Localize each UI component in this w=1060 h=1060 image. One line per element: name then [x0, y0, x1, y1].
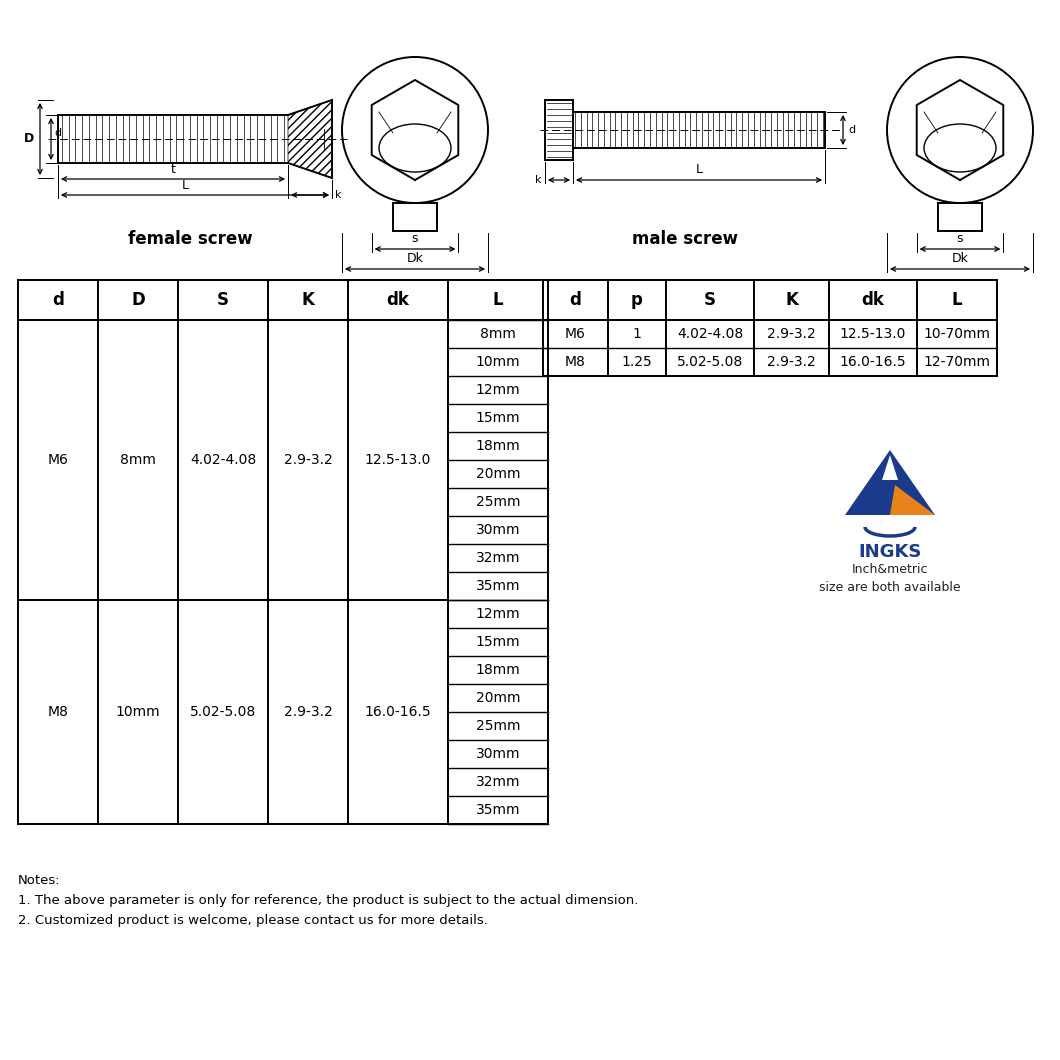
Text: 18mm: 18mm — [476, 662, 520, 677]
Text: 20mm: 20mm — [476, 691, 520, 705]
Text: 8mm: 8mm — [120, 453, 156, 467]
Text: D: D — [23, 132, 34, 145]
Text: d: d — [52, 292, 64, 310]
Text: 1. The above parameter is only for reference, the product is subject to the actu: 1. The above parameter is only for refer… — [18, 894, 638, 907]
Text: 4.02-4.08: 4.02-4.08 — [677, 326, 743, 341]
Text: 2.9-3.2: 2.9-3.2 — [767, 355, 816, 369]
Text: L: L — [952, 292, 962, 310]
Text: d: d — [569, 292, 582, 310]
Text: 5.02-5.08: 5.02-5.08 — [677, 355, 743, 369]
Text: L: L — [695, 163, 703, 176]
Text: INGKS: INGKS — [859, 543, 922, 561]
Text: 32mm: 32mm — [476, 775, 520, 789]
Text: 25mm: 25mm — [476, 719, 520, 734]
Text: dk: dk — [862, 292, 884, 310]
Text: 12mm: 12mm — [476, 383, 520, 398]
Text: s: s — [957, 232, 964, 245]
Text: dk: dk — [387, 292, 409, 310]
Text: d: d — [54, 128, 61, 138]
Polygon shape — [882, 455, 898, 480]
Text: 15mm: 15mm — [476, 635, 520, 649]
Text: d: d — [848, 125, 855, 135]
Text: female screw: female screw — [127, 230, 252, 248]
Text: 1.25: 1.25 — [621, 355, 652, 369]
Text: 10mm: 10mm — [476, 355, 520, 369]
Text: 1: 1 — [633, 326, 641, 341]
Text: Notes:: Notes: — [18, 874, 60, 887]
Text: t: t — [171, 163, 176, 176]
Text: 20mm: 20mm — [476, 467, 520, 481]
Text: 35mm: 35mm — [476, 579, 520, 593]
Text: s: s — [411, 232, 419, 245]
Text: 2.9-3.2: 2.9-3.2 — [284, 705, 333, 719]
Text: 8mm: 8mm — [480, 326, 516, 341]
Text: 12mm: 12mm — [476, 607, 520, 621]
Text: 30mm: 30mm — [476, 523, 520, 537]
Text: 2.9-3.2: 2.9-3.2 — [284, 453, 333, 467]
Text: L: L — [181, 179, 189, 192]
Text: 32mm: 32mm — [476, 551, 520, 565]
Text: Dk: Dk — [407, 252, 423, 265]
Text: k: k — [335, 190, 341, 200]
Text: 12-70mm: 12-70mm — [923, 355, 990, 369]
Text: Inch&metric
size are both available: Inch&metric size are both available — [819, 563, 960, 594]
Text: S: S — [217, 292, 229, 310]
Text: k: k — [535, 175, 542, 186]
Text: Dk: Dk — [952, 252, 969, 265]
Text: male screw: male screw — [632, 230, 738, 248]
Text: M8: M8 — [565, 355, 586, 369]
Polygon shape — [845, 450, 935, 515]
Text: 2. Customized product is welcome, please contact us for more details.: 2. Customized product is welcome, please… — [18, 914, 488, 928]
Text: 12.5-13.0: 12.5-13.0 — [365, 453, 431, 467]
Text: K: K — [785, 292, 798, 310]
Text: 5.02-5.08: 5.02-5.08 — [190, 705, 257, 719]
Text: 12.5-13.0: 12.5-13.0 — [840, 326, 906, 341]
Text: M6: M6 — [48, 453, 69, 467]
Polygon shape — [890, 485, 935, 515]
Text: S: S — [704, 292, 716, 310]
Text: p: p — [631, 292, 643, 310]
Text: M6: M6 — [565, 326, 586, 341]
Text: 2.9-3.2: 2.9-3.2 — [767, 326, 816, 341]
Text: 10mm: 10mm — [116, 705, 160, 719]
Text: 4.02-4.08: 4.02-4.08 — [190, 453, 257, 467]
Text: 30mm: 30mm — [476, 747, 520, 761]
Text: 18mm: 18mm — [476, 439, 520, 453]
Text: 15mm: 15mm — [476, 411, 520, 425]
Text: 16.0-16.5: 16.0-16.5 — [840, 355, 906, 369]
Polygon shape — [288, 100, 332, 178]
Text: 35mm: 35mm — [476, 803, 520, 817]
Text: 16.0-16.5: 16.0-16.5 — [365, 705, 431, 719]
Text: 25mm: 25mm — [476, 495, 520, 509]
Text: 10-70mm: 10-70mm — [923, 326, 990, 341]
Text: D: D — [131, 292, 145, 310]
Text: K: K — [301, 292, 315, 310]
Text: M8: M8 — [48, 705, 69, 719]
Text: L: L — [493, 292, 504, 310]
